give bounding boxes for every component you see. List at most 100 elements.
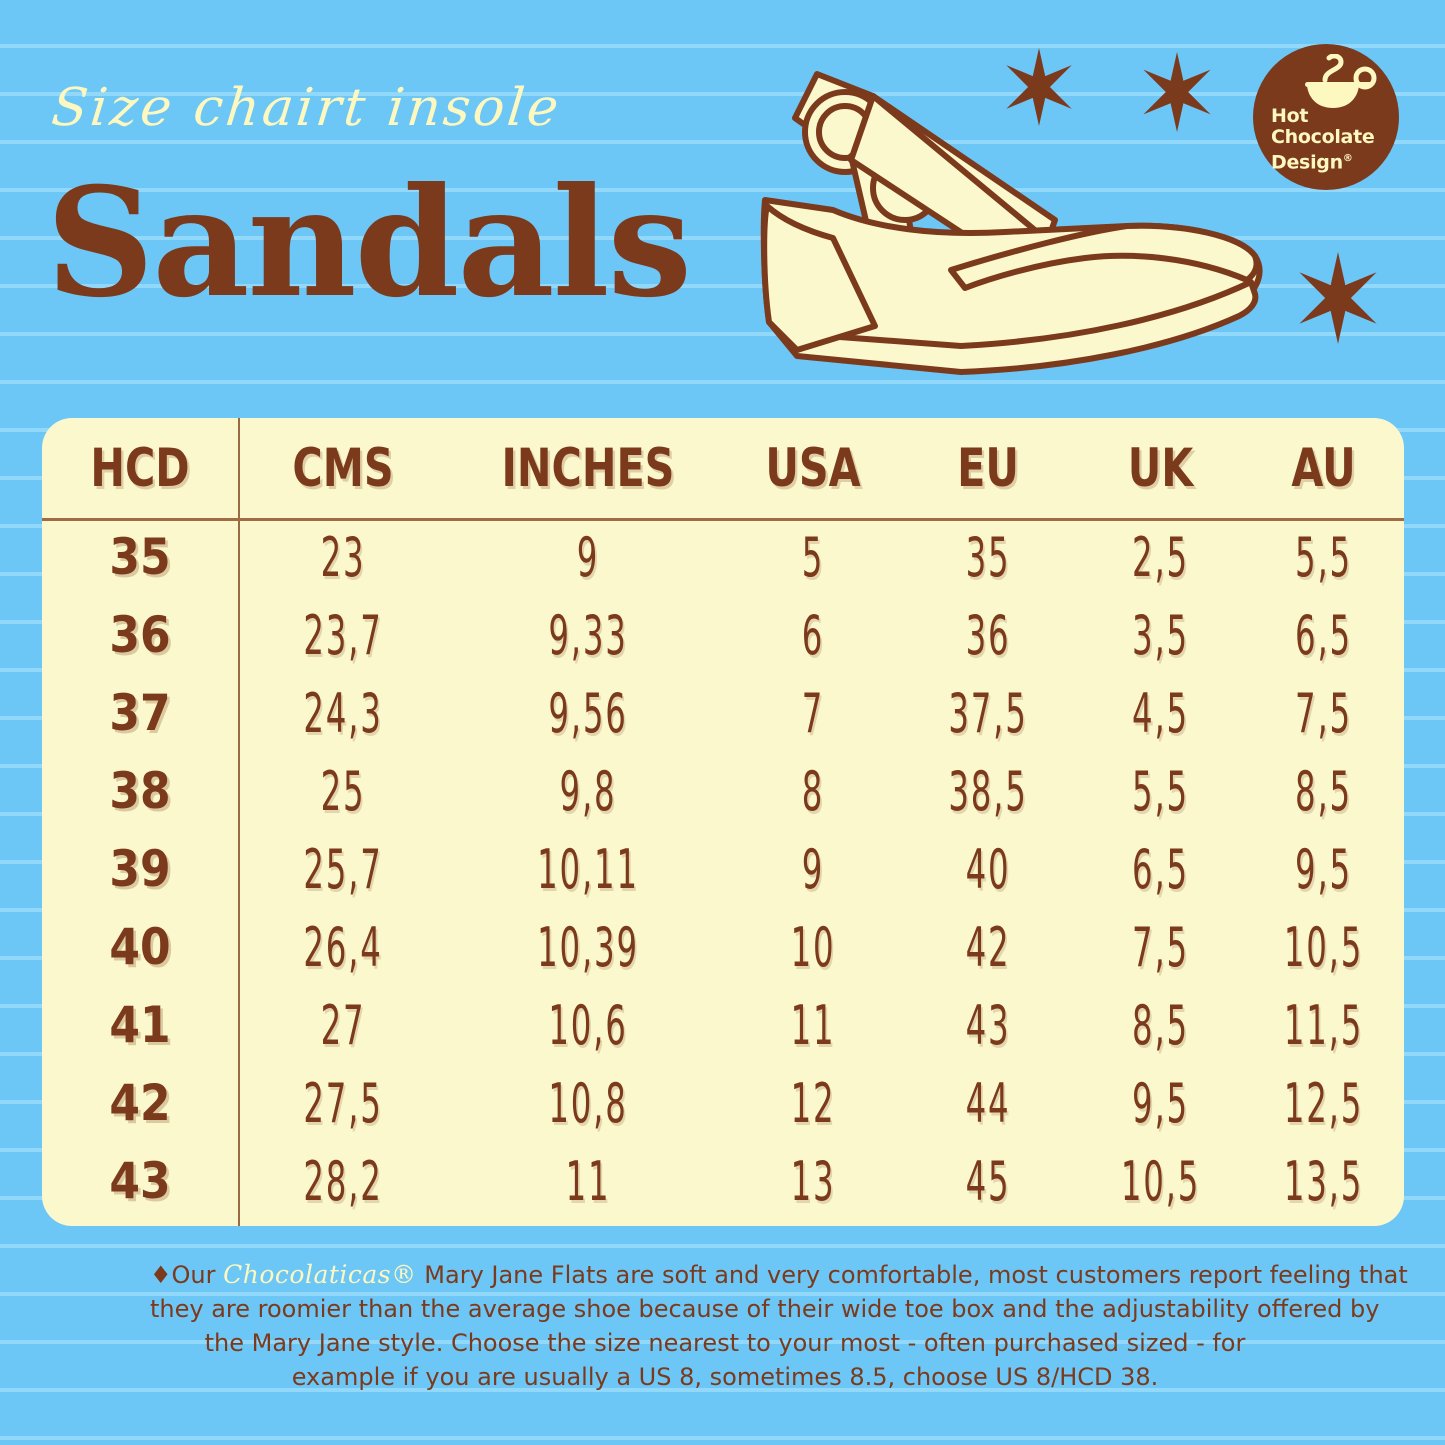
- footer-line-1: ♦Our Chocolaticas® Mary Jane Flats are s…: [150, 1258, 1408, 1292]
- cell-uk: 8,5: [1132, 993, 1189, 1057]
- cell-eu: 40: [965, 837, 1011, 901]
- header-section: Size chairt insole Sandals: [0, 0, 1445, 410]
- diamond-bullet-icon: ♦: [150, 1261, 172, 1289]
- table-body: 35 23 9 5 35 2,5 5,5 36 23,7 9,33 6 36 3…: [42, 518, 1404, 1220]
- cell-au: 7,5: [1295, 681, 1352, 745]
- cell-cms: 25,7: [303, 837, 383, 901]
- column-header-au: AU: [1291, 437, 1356, 499]
- cell-au: 5,5: [1295, 525, 1352, 589]
- cell-uk: 10,5: [1120, 1149, 1201, 1213]
- column-header-usa: USA: [765, 437, 861, 499]
- cell-usa: 12: [790, 1071, 836, 1135]
- cell-eu: 36: [965, 603, 1011, 667]
- brand-line-2: Chocolate: [1271, 126, 1375, 148]
- table-header: HCD CMS INCHES USA EU UK AU: [42, 418, 1404, 518]
- brand-line-1: Hot: [1271, 105, 1309, 127]
- cell-au: 10,5: [1283, 915, 1364, 979]
- cell-cms: 27: [320, 993, 366, 1057]
- hcd-column-divider: [238, 418, 240, 1226]
- cell-usa: 9: [801, 837, 825, 901]
- footer-line-1-rest: Mary Jane Flats are soft and very comfor…: [424, 1261, 1408, 1289]
- cell-uk: 5,5: [1132, 759, 1189, 823]
- cell-usa: 5: [801, 525, 825, 589]
- cell-eu: 38,5: [948, 759, 1028, 823]
- table-row: 40 26,4 10,39 10 42 7,5 10,5: [42, 908, 1404, 986]
- star-icon: [1006, 48, 1072, 126]
- cell-eu: 35: [965, 525, 1011, 589]
- footer-line-4: example if you are usually a US 8, somet…: [291, 1363, 1159, 1391]
- cell-usa: 6: [801, 603, 825, 667]
- page-title: Sandals: [46, 155, 692, 331]
- cell-usa: 11: [790, 993, 836, 1057]
- cell-eu: 42: [965, 915, 1011, 979]
- table-row: 35 23 9 5 35 2,5 5,5: [42, 518, 1404, 596]
- table-row: 38 25 9,8 8 38,5 5,5 8,5: [42, 752, 1404, 830]
- cell-cms: 23: [320, 525, 366, 589]
- cell-hcd: 41: [109, 996, 171, 1054]
- cell-inches: 9,8: [559, 759, 617, 823]
- brand-name: Hot Chocolate Design®: [1271, 106, 1389, 173]
- cell-hcd: 40: [109, 918, 171, 976]
- cell-au: 9,5: [1295, 837, 1352, 901]
- table-row: 37 24,3 9,56 7 37,5 4,5 7,5: [42, 674, 1404, 752]
- table-row: 43 28,2 11 13 45 10,5 13,5: [42, 1142, 1404, 1220]
- column-header-inches: INCHES: [501, 437, 675, 499]
- table-row: 36 23,7 9,33 6 36 3,5 6,5: [42, 596, 1404, 674]
- cell-inches: 11: [565, 1149, 611, 1213]
- footer-note: ♦Our Chocolaticas® Mary Jane Flats are s…: [150, 1258, 1408, 1394]
- cell-eu: 44: [965, 1071, 1011, 1135]
- footer-line-2: they are roomier than the average shoe b…: [150, 1295, 1380, 1323]
- cell-usa: 7: [801, 681, 825, 745]
- header-divider: [42, 518, 1404, 521]
- cell-hcd: 39: [109, 840, 171, 898]
- registered-mark: ®: [1342, 153, 1353, 164]
- cell-uk: 7,5: [1132, 915, 1189, 979]
- size-conversion-table: HCD CMS INCHES USA EU UK AU 35 23 9 5 35…: [42, 418, 1404, 1220]
- cell-hcd: 42: [109, 1074, 171, 1132]
- brand-line-3: Design: [1271, 151, 1343, 174]
- cell-eu: 37,5: [948, 681, 1028, 745]
- cell-hcd: 36: [109, 606, 171, 664]
- cell-au: 6,5: [1295, 603, 1352, 667]
- hot-chocolate-cup-icon: [1305, 54, 1377, 108]
- cell-inches: 10,6: [548, 993, 628, 1057]
- cell-uk: 6,5: [1132, 837, 1189, 901]
- star-icon: [1299, 252, 1377, 344]
- cell-inches: 9: [576, 525, 600, 589]
- cell-cms: 28,2: [303, 1149, 383, 1213]
- cell-hcd: 38: [109, 762, 171, 820]
- cell-inches: 9,56: [548, 681, 628, 745]
- cell-au: 11,5: [1283, 993, 1364, 1057]
- cell-uk: 2,5: [1132, 525, 1189, 589]
- star-icon: [1143, 52, 1211, 132]
- wedge-sandal-illustration: [760, 71, 1263, 375]
- cell-inches: 10,39: [537, 915, 639, 979]
- cell-inches: 10,11: [537, 837, 639, 901]
- cell-usa: 13: [790, 1149, 836, 1213]
- page-subtitle: Size chairt insole: [48, 78, 565, 138]
- cell-cms: 23,7: [303, 603, 383, 667]
- cell-eu: 45: [965, 1149, 1011, 1213]
- cell-uk: 4,5: [1132, 681, 1189, 745]
- column-header-cms: CMS: [292, 437, 394, 499]
- footer-line-3: the Mary Jane style. Choose the size nea…: [204, 1329, 1246, 1357]
- cell-au: 8,5: [1295, 759, 1352, 823]
- table-row: 41 27 10,6 11 43 8,5 11,5: [42, 986, 1404, 1064]
- brand-logo-badge[interactable]: Hot Chocolate Design®: [1253, 44, 1399, 190]
- footer-intro: Our: [171, 1261, 216, 1289]
- cell-au: 13,5: [1283, 1149, 1364, 1213]
- column-header-eu: EU: [957, 437, 1019, 499]
- cell-hcd: 37: [109, 684, 171, 742]
- cell-cms: 26,4: [303, 915, 383, 979]
- size-table-card: HCD CMS INCHES USA EU UK AU 35 23 9 5 35…: [42, 418, 1404, 1226]
- table-row: 42 27,5 10,8 12 44 9,5 12,5: [42, 1064, 1404, 1142]
- cell-inches: 9,33: [548, 603, 628, 667]
- cell-uk: 3,5: [1132, 603, 1189, 667]
- table-header-row: HCD CMS INCHES USA EU UK AU: [42, 418, 1404, 518]
- cell-au: 12,5: [1283, 1071, 1364, 1135]
- table-row: 39 25,7 10,11 9 40 6,5 9,5: [42, 830, 1404, 908]
- cell-usa: 10: [790, 915, 836, 979]
- cell-hcd: 43: [109, 1152, 171, 1210]
- column-header-uk: UK: [1127, 437, 1194, 499]
